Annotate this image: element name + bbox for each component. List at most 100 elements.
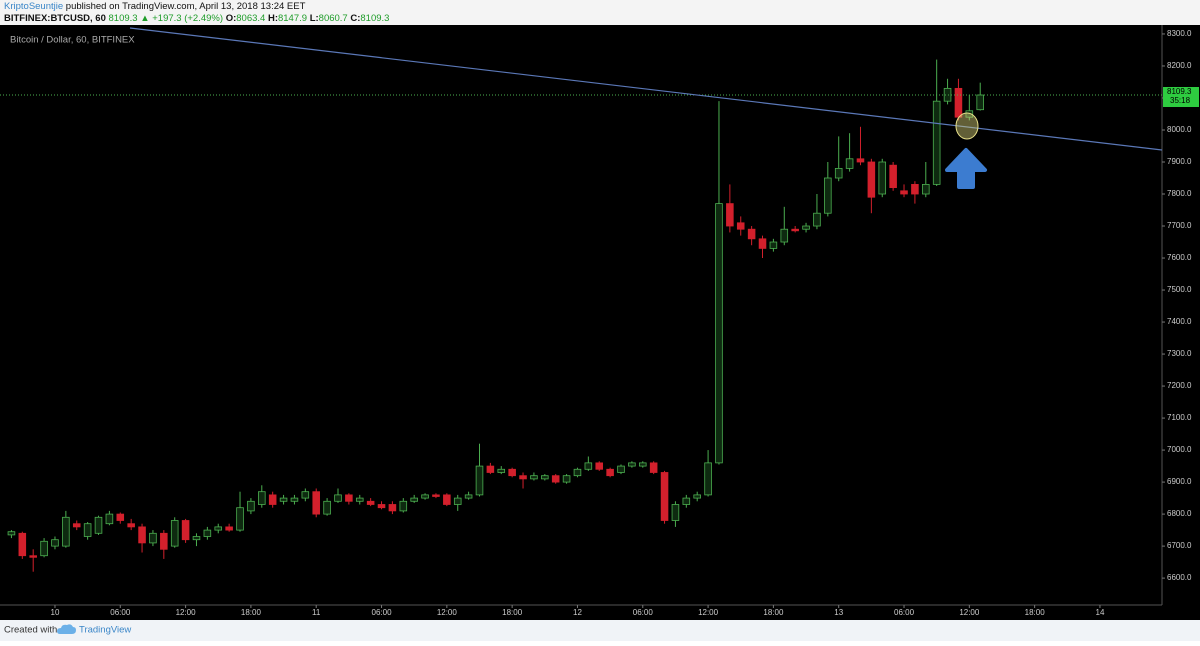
published: published on TradingView.com, April 13, … [66,1,306,12]
candle-body [236,507,244,531]
candle-body [541,475,549,480]
tv-logo[interactable] [57,624,76,634]
candle-body [203,529,212,537]
y-tick-label: 6900.0 [1167,477,1192,486]
x-tick-label: 18:00 [763,608,784,617]
candle-body [225,526,233,531]
candle-body [954,87,963,118]
candle-body [355,497,364,502]
x-tick-label: 06:00 [894,608,915,617]
candle-body [932,100,941,185]
candle-body [878,161,887,195]
candle-body [247,500,255,512]
author[interactable]: KriptoSeuntjie [4,1,63,12]
candle-body [192,536,201,541]
y-tick-label: 7800.0 [1167,189,1192,198]
y-tick-label: 7100.0 [1167,413,1192,422]
candle-body [736,222,745,230]
countdown: 35:18 [1170,96,1191,105]
x-tick-label: 13 [834,608,843,617]
y-tick-label: 7600.0 [1167,253,1192,262]
y-tick-label: 8000.0 [1167,125,1192,134]
candle-body [628,462,636,467]
candle-body [279,497,288,502]
candle-body [432,494,440,497]
x-tick-label: 14 [1096,608,1105,617]
x-tick-label: 12:00 [959,608,980,617]
x-tick-label: 12:00 [437,608,458,617]
candle-body [366,500,375,505]
candle-body [290,497,299,502]
candle-body [7,531,16,536]
candle-body [660,472,669,521]
candle-body [116,513,125,521]
high-label: H: [268,13,278,24]
candle-body [845,158,854,169]
y-tick-label: 6700.0 [1167,541,1192,550]
x-tick-label: 12:00 [176,608,197,617]
candle-body [486,465,495,473]
candle-body [519,475,527,480]
created-with: Created with [4,625,57,636]
candle-body [834,167,843,179]
arrow-up[interactable] [945,148,987,189]
plot: 6600.0 6700.0 6800.0 6900.0 7000.0 7100.0 7200… [0,29,1192,617]
candle-body [769,241,778,249]
candle-body [334,494,342,502]
candle-body [943,87,952,102]
x-tick-label: 18:00 [502,608,523,617]
candle-body [747,228,756,240]
candle-body [508,468,516,477]
close-value: 8109.3 [360,13,389,24]
candle-body [671,504,680,521]
candle-body [965,110,974,118]
y-tick-label: 7900.0 [1167,157,1192,166]
candle-body [562,475,571,483]
candle-body [51,539,59,547]
brand[interactable]: TradingView [79,625,131,636]
y-tick-label: 7200.0 [1167,381,1192,390]
candle-body [889,164,897,189]
low-value: 8060.7 [319,13,348,24]
candle-body [105,513,114,525]
y-tick-label: 7300.0 [1167,349,1192,358]
candle-body [443,494,451,505]
candle-body [802,225,810,230]
open-value: 8063.4 [236,13,265,24]
last-price-box [1163,87,1199,108]
x-tick-label: 10 [51,608,60,617]
chart-title: Bitcoin / Dollar, 60, BITFINEX [10,35,135,46]
y-tick-label: 7000.0 [1167,445,1192,454]
candle-body [638,462,647,467]
y-tick-label: 6800.0 [1167,509,1192,518]
candle-body [813,212,821,227]
candle-body [726,203,734,227]
candle-body [758,238,767,249]
candle-body [160,532,168,550]
candle-body [312,491,320,515]
candle-body [181,520,190,541]
candle-body [617,465,625,473]
x-tick-label: 06:00 [110,608,131,617]
candle-body [258,491,266,505]
chart-bg [0,25,1200,620]
candle-body [323,500,331,515]
candle-body [214,526,223,531]
x-tick-label: 06:00 [633,608,654,617]
y-tick-label: 8300.0 [1167,29,1192,38]
candle-body [127,523,135,528]
close-label: C: [350,13,360,24]
highlight-circle[interactable] [955,112,979,140]
x-tick-label: 18:00 [241,608,262,617]
candle-body [149,532,157,544]
trend-line[interactable] [129,27,1163,151]
y-tick-label: 7500.0 [1167,285,1192,294]
candle-body [72,523,81,528]
candle-body [301,491,310,499]
footer-bg [0,620,1200,641]
candle-body [497,468,506,473]
last-price: 8109.3 [109,13,138,24]
low-label: L: [310,13,319,24]
candle-body [780,228,789,243]
